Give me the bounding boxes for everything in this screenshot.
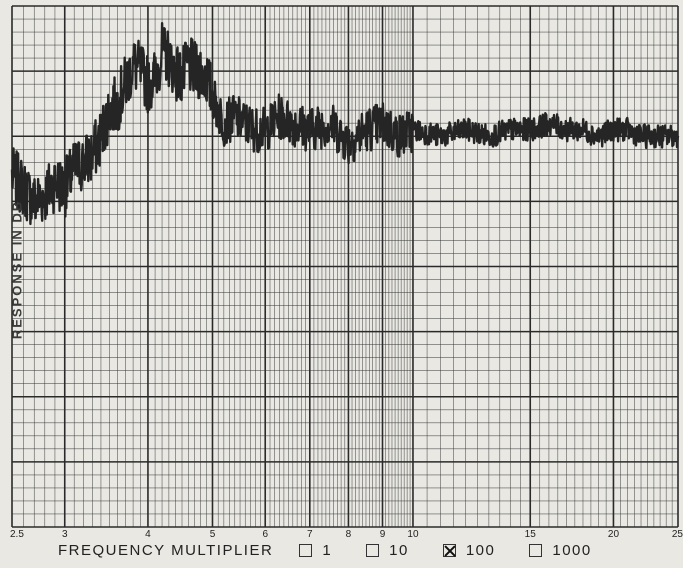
multiplier-label-100: 100 [465,542,496,559]
multiplier-label-1000: 1000 [552,542,592,559]
x-tick-label: 2.5 [10,529,24,540]
x-tick-label: 5 [210,529,216,540]
multiplier-label-1: 1 [322,542,333,559]
x-tick-label: 15 [525,529,537,540]
multiplier-option-1000[interactable]: 1000 [529,542,591,559]
multiplier-checkbox-10[interactable] [366,544,380,557]
x-tick-label: 10 [407,529,419,540]
frequency-multiplier-selector: FREQUENCY MULTIPLIER 1 10 100 1000 [58,542,626,559]
multiplier-option-10[interactable]: 10 [366,542,409,559]
multiplier-checkbox-100[interactable] [442,544,456,557]
multiplier-option-1[interactable]: 1 [299,542,332,559]
x-tick-label: 4 [145,529,151,540]
x-tick-label: 3 [62,529,68,540]
x-tick-label: 7 [307,529,313,540]
x-tick-label: 6 [262,529,268,540]
multiplier-checkbox-1000[interactable] [529,544,543,557]
y-axis-label: RESPONSE IN DB [9,199,25,340]
response-trace [10,22,680,226]
multiplier-option-100[interactable]: 100 [442,542,496,559]
x-tick-label: 8 [346,529,352,540]
x-tick-label: 25 [672,529,683,540]
x-tick-label: 20 [608,529,620,540]
frequency-multiplier-title: FREQUENCY MULTIPLIER [58,542,274,559]
multiplier-label-10: 10 [389,542,409,559]
x-tick-label: 9 [380,529,386,540]
multiplier-checkbox-1[interactable] [299,544,313,557]
